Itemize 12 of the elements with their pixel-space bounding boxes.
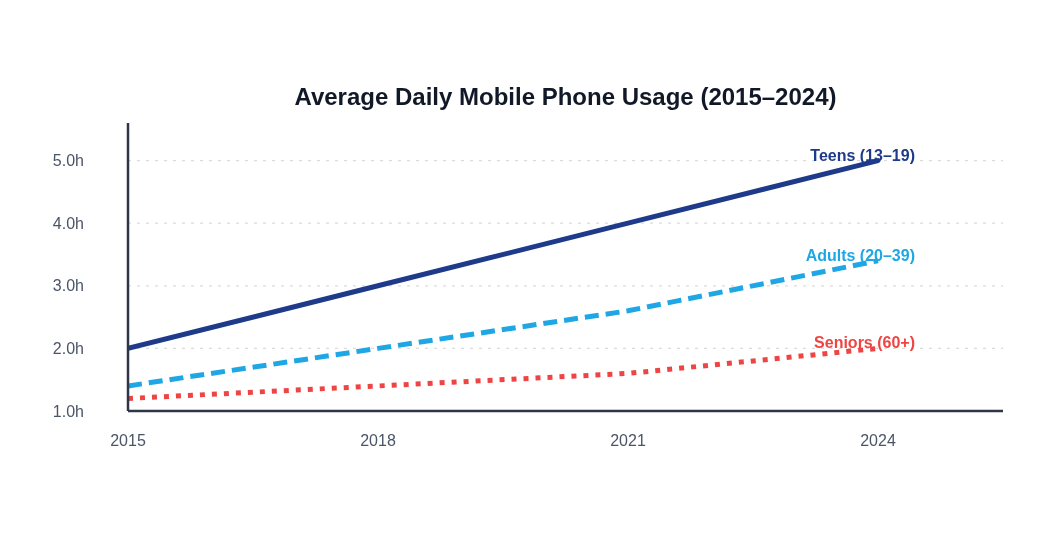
y-tick-label: 3.0h — [52, 277, 84, 295]
y-tick-label: 4.0h — [52, 214, 84, 232]
chart-title: Average Daily Mobile Phone Usage (2015–2024) — [293, 82, 838, 112]
x-tick-label: 2015 — [110, 432, 146, 450]
x-tick-label: 2021 — [610, 432, 646, 450]
series-label: Adults (20–39) — [805, 246, 915, 264]
x-tick-label: 2018 — [360, 432, 396, 450]
y-tick-label: 5.0h — [52, 152, 84, 170]
y-tick-label: 1.0h — [52, 402, 84, 420]
series-label: Seniors (60+) — [814, 333, 915, 351]
x-tick-label: 2024 — [860, 432, 896, 450]
y-tick-label: 2.0h — [52, 340, 84, 358]
